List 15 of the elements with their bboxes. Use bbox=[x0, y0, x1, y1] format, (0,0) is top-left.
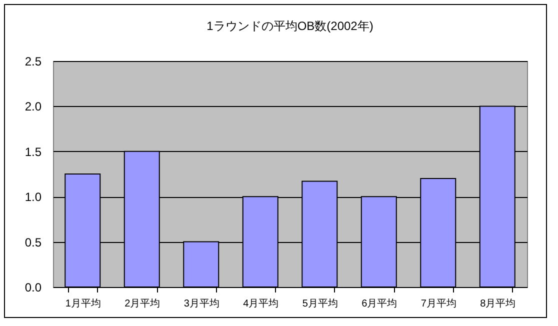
y-tick-label: 1.0 bbox=[24, 190, 42, 204]
x-tick-label: 8月平均 bbox=[480, 298, 516, 310]
y-tick-label: 0.0 bbox=[24, 280, 42, 294]
x-tick-label: 2月平均 bbox=[124, 298, 160, 310]
x-tick-label: 4月平均 bbox=[243, 298, 279, 310]
x-tick-label: 6月平均 bbox=[362, 298, 398, 310]
y-tick-label: 2.5 bbox=[24, 54, 42, 68]
x-tick-label: 3月平均 bbox=[184, 298, 220, 310]
x-tick-label: 7月平均 bbox=[420, 298, 456, 310]
chart-title: 1ラウンドの平均OB数(2002年) bbox=[206, 19, 374, 33]
x-tick-label: 1月平均 bbox=[65, 298, 101, 310]
x-tick-label: 5月平均 bbox=[302, 298, 338, 310]
y-tick-label: 0.5 bbox=[24, 235, 42, 250]
y-tick-label: 1.5 bbox=[24, 144, 42, 159]
y-tick-label: 2.0 bbox=[24, 100, 42, 114]
